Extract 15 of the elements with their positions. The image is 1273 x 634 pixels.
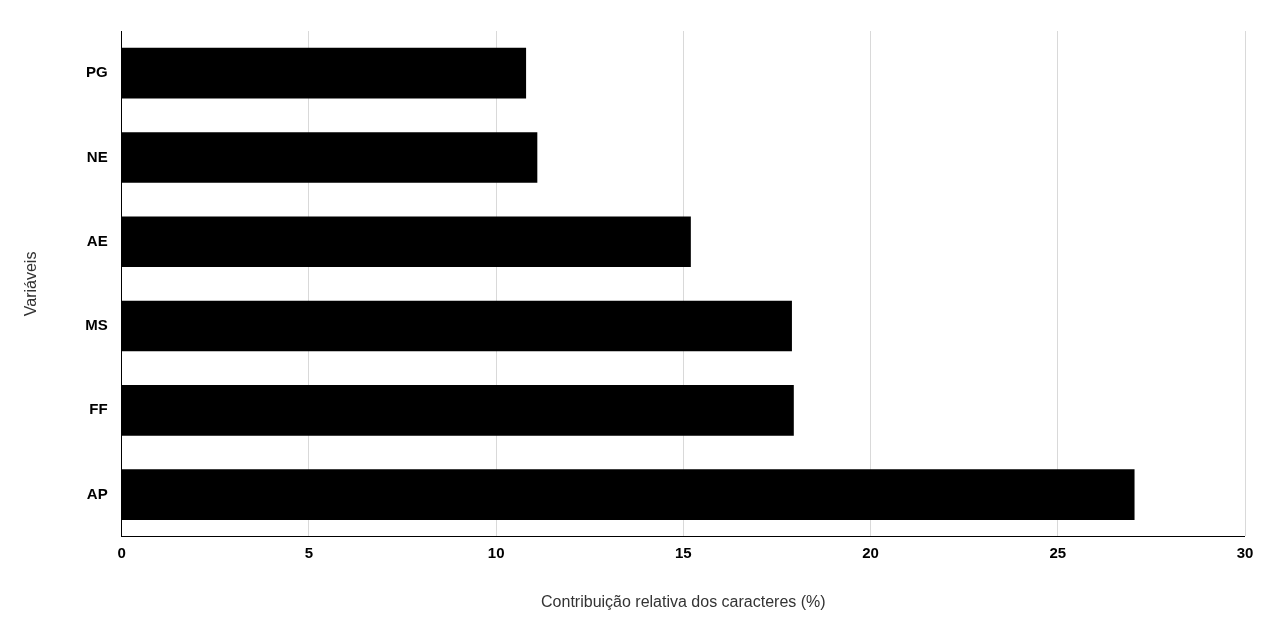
x-tick-label: 10: [487, 543, 505, 561]
y-tick-label: MS: [85, 316, 108, 334]
y-tick-label: AP: [86, 484, 108, 502]
x-tick-label: 5: [304, 543, 314, 561]
x-tick-label: 0: [117, 543, 126, 561]
x-axis-title: Contribuição relativa dos caracteres (%): [541, 592, 826, 610]
y-tick-label: PG: [86, 63, 108, 81]
y-tick-label: FF: [89, 400, 108, 418]
x-tick-label: 25: [1049, 543, 1067, 561]
x-tick-label: 20: [862, 543, 879, 561]
y-axis-title: Variáveis: [22, 251, 40, 317]
x-tick-label: 30: [1236, 543, 1254, 561]
y-tick-label: NE: [86, 147, 108, 165]
y-tick-label: AE: [86, 231, 108, 249]
x-tick-label: 15: [675, 543, 692, 561]
